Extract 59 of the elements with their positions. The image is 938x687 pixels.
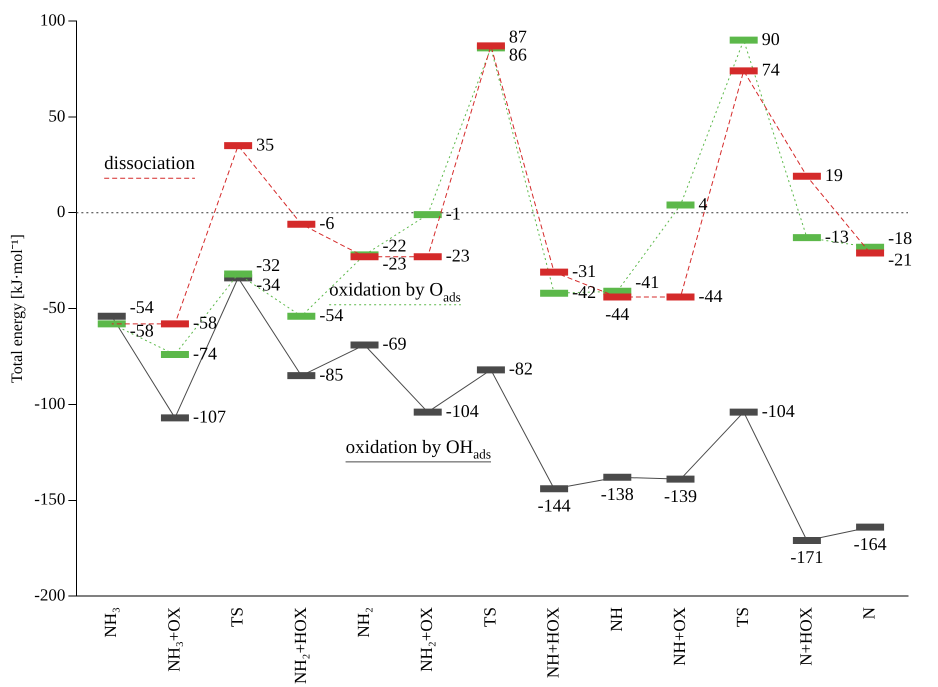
data-label: 35 <box>256 134 274 154</box>
x-tick-label: NH+OX <box>670 607 689 666</box>
data-label: -82 <box>508 358 533 379</box>
x-tick-label: NH₂ <box>354 607 373 638</box>
data-label: -54 <box>130 296 154 317</box>
data-label: -164 <box>854 534 887 554</box>
y-tick-label: -150 <box>34 490 66 509</box>
x-tick-label: N+HOX <box>796 607 816 666</box>
data-label: -58 <box>130 320 154 341</box>
data-label: -6 <box>319 212 334 233</box>
data-label: 87 <box>508 26 527 47</box>
data-label: -44 <box>605 304 630 324</box>
x-tick-label: TS <box>480 607 500 627</box>
data-label: 74 <box>762 60 780 80</box>
data-label: -69 <box>382 334 407 354</box>
data-label: -22 <box>382 236 407 256</box>
data-label: -104 <box>446 400 479 421</box>
y-tick-label: 50 <box>48 106 66 126</box>
data-label: -32 <box>256 254 280 275</box>
data-label: -138 <box>600 484 634 504</box>
data-label: -139 <box>664 486 697 506</box>
x-tick-label: NH₃ <box>101 607 120 638</box>
data-label: -54 <box>319 304 344 325</box>
data-label: 86 <box>508 44 527 65</box>
data-label: 19 <box>824 165 843 186</box>
data-label: -107 <box>192 406 226 427</box>
x-tick-label: NH₃+OX <box>164 607 184 672</box>
data-label: -85 <box>319 364 344 384</box>
series-label: dissociation <box>104 153 196 174</box>
data-label: -58 <box>192 312 217 333</box>
data-label: -42 <box>572 282 596 302</box>
x-tick-label: NH+HOX <box>544 607 563 678</box>
data-label: -31 <box>572 260 596 281</box>
y-axis-title: Total energy [kJ·mol⁻¹] <box>8 234 26 383</box>
data-label: 4 <box>698 194 708 214</box>
data-label: -144 <box>538 495 571 516</box>
data-label: -23 <box>446 246 470 266</box>
data-label: -171 <box>790 547 824 568</box>
y-tick-label: 0 <box>56 202 66 222</box>
x-tick-label: NH₂+HOX <box>290 607 310 684</box>
data-label: -21 <box>888 250 912 270</box>
y-tick-label: 100 <box>40 10 66 30</box>
data-label: -13 <box>824 226 849 246</box>
x-tick-label: TS <box>228 607 247 627</box>
data-label: 90 <box>762 28 780 49</box>
x-tick-label: NH₂+OX <box>417 607 436 672</box>
data-label: -1 <box>446 203 461 224</box>
data-label: -34 <box>256 274 280 295</box>
x-tick-label: NH <box>606 607 626 632</box>
data-label: -41 <box>635 272 660 292</box>
data-label: -104 <box>762 400 795 421</box>
y-tick-label: -100 <box>34 394 66 413</box>
x-tick-label: TS <box>733 607 752 627</box>
y-tick-label: -200 <box>34 586 66 605</box>
data-label: -18 <box>888 228 912 248</box>
data-label: -44 <box>698 286 722 306</box>
data-label: -23 <box>382 254 407 274</box>
x-tick-label: N <box>860 607 879 620</box>
y-tick-label: -50 <box>42 298 66 318</box>
